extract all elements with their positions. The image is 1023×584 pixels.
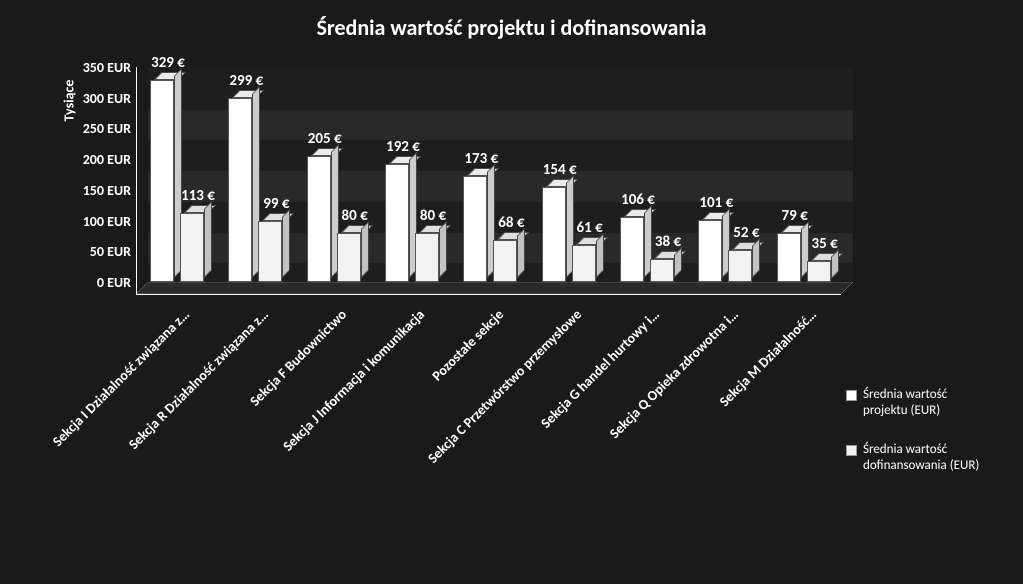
y-tick: 200 EUR <box>76 151 131 168</box>
bar-front <box>258 221 282 282</box>
data-label: 99 € <box>252 195 300 213</box>
bar-front <box>777 233 801 282</box>
bar-front <box>620 217 644 282</box>
bar-front <box>307 156 331 282</box>
data-label: 79 € <box>771 207 819 225</box>
category-group: 154 € 61 € <box>534 67 612 282</box>
data-label: 101 € <box>692 194 740 212</box>
y-tick: 250 EUR <box>76 120 131 137</box>
bar-front <box>572 245 596 282</box>
bar-side <box>204 201 212 278</box>
bar: 299 € <box>228 98 260 282</box>
y-tick: 150 EUR <box>76 182 131 199</box>
bar-side <box>596 233 604 278</box>
category-group: 101 € 52 € <box>690 67 768 282</box>
legend-swatch-1 <box>846 390 857 401</box>
data-label: 329 € <box>144 54 192 72</box>
category-group: 205 € 80 € <box>299 67 377 282</box>
bar-side <box>361 221 369 278</box>
legend: Średnia wartość projektu (EUR) Średnia w… <box>846 387 991 496</box>
data-label: 80 € <box>409 207 457 225</box>
floor-3d <box>136 282 856 302</box>
chart-title: Średnia wartość projektu i dofinansowani… <box>18 14 1005 41</box>
data-label: 38 € <box>644 233 692 251</box>
y-tick: 300 EUR <box>76 90 131 107</box>
bar: 113 € <box>180 213 212 282</box>
category-group: 329 €113 € <box>142 67 220 282</box>
data-label: 35 € <box>801 235 849 253</box>
category-group: 192 € 80 € <box>377 67 455 282</box>
bar: 38 € <box>650 259 682 282</box>
bar-front <box>150 80 174 282</box>
category-group: 79 € 35 € <box>769 67 847 282</box>
bar-front <box>728 250 752 282</box>
bar: 35 € <box>807 261 839 283</box>
bar-front <box>228 98 252 282</box>
plot-area: Tysiące 0 EUR 50 EUR 100 EUR 150 EUR 200 EUR… <box>18 47 1005 577</box>
bar-front <box>493 240 517 282</box>
data-label: 299 € <box>222 72 270 90</box>
y-tick: 350 EUR <box>76 59 131 76</box>
legend-item-series2: Średnia wartość dofinansowania (EUR) <box>846 442 991 475</box>
data-label: 68 € <box>487 214 535 232</box>
data-label: 106 € <box>614 191 662 209</box>
legend-text-2: Średnia wartość dofinansowania (EUR) <box>863 442 991 475</box>
bar: 68 € <box>493 240 525 282</box>
bar-side <box>517 228 525 278</box>
bar: 80 € <box>415 233 447 282</box>
bar-side <box>282 209 290 278</box>
data-label: 61 € <box>566 219 614 237</box>
data-label: 205 € <box>301 130 349 148</box>
data-label: 173 € <box>457 150 505 168</box>
data-label: 52 € <box>722 224 770 242</box>
bar: 80 € <box>337 233 369 282</box>
legend-item-series1: Średnia wartość projektu (EUR) <box>846 387 991 420</box>
y-tick: 50 EUR <box>76 243 131 260</box>
data-label: 192 € <box>379 138 427 156</box>
legend-text-1: Średnia wartość projektu (EUR) <box>863 387 991 420</box>
bar: 52 € <box>728 250 760 282</box>
bar-front <box>385 164 409 282</box>
y-tick: 0 EUR <box>76 274 131 291</box>
y-tick: 100 EUR <box>76 213 131 230</box>
legend-swatch-2 <box>846 445 857 456</box>
category-group: 173 € 68 € <box>455 67 533 282</box>
y-axis-label: Tysiące <box>60 80 77 122</box>
bar: 99 € <box>258 221 290 282</box>
bar: 329 € <box>150 80 182 282</box>
x-axis-line <box>136 294 841 295</box>
bars-area: 329 €113 €299 €99 €205 €80 €192 €80 €173… <box>136 67 841 282</box>
bar-front <box>463 176 487 282</box>
data-label: 154 € <box>536 161 584 179</box>
bar-front <box>415 233 439 282</box>
data-label: 113 € <box>174 187 222 205</box>
bar-side <box>439 221 447 278</box>
bar-front <box>698 220 722 282</box>
category-group: 299 €99 € <box>220 67 298 282</box>
bar-front <box>542 187 566 282</box>
bar-front <box>180 213 204 282</box>
bar-side <box>752 238 760 278</box>
chart-container: Średnia wartość projektu i dofinansowani… <box>0 0 1023 584</box>
bar-front <box>337 233 361 282</box>
data-label: 80 € <box>331 207 379 225</box>
bar-front <box>650 259 674 282</box>
bar-front <box>807 261 831 283</box>
category-group: 106 € 38 € <box>612 67 690 282</box>
bar: 61 € <box>572 245 604 282</box>
